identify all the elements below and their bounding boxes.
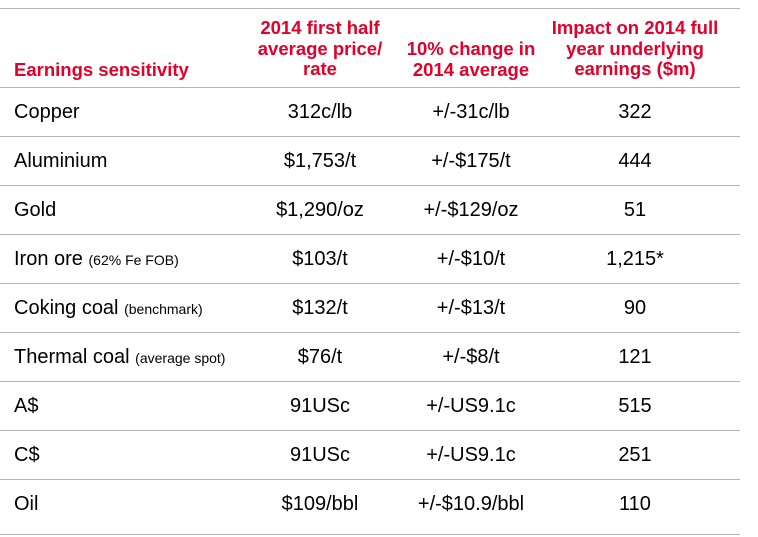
- header-impact-earnings: Impact on 2014 full year underlying earnin…: [551, 17, 719, 79]
- row-sublabel: (benchmark): [124, 301, 203, 317]
- table-row: Oil $109/bbl +/-$10.9/bbl 110: [0, 479, 740, 528]
- row-label: Aluminium: [14, 150, 108, 172]
- row-label: Coking coal (benchmark): [14, 297, 203, 319]
- row-impact: 322: [618, 101, 652, 123]
- row-sublabel: (62% Fe FOB): [88, 252, 179, 268]
- row-price: 91USc: [289, 395, 351, 417]
- table-row: A$ 91USc +/-US9.1c 515: [0, 381, 740, 430]
- row-label: A$: [14, 395, 39, 417]
- row-change: +/-US9.1c: [426, 444, 516, 466]
- row-change: +/-$129/oz: [423, 199, 519, 221]
- row-change: +/-$10/t: [436, 248, 506, 270]
- row-impact: 444: [618, 150, 652, 172]
- row-change: +/-$13/t: [436, 297, 506, 319]
- row-price: $76/t: [297, 346, 343, 368]
- row-change: +/-$175/t: [431, 150, 511, 172]
- row-label: Iron ore (62% Fe FOB): [14, 248, 179, 270]
- row-label: Thermal coal (average spot): [14, 346, 226, 368]
- row-price: 312c/lb: [287, 101, 353, 123]
- table-row: Gold $1,290/oz +/-$129/oz 51: [0, 185, 740, 234]
- row-price: $1,753/t: [283, 150, 357, 172]
- row-sublabel: (average spot): [135, 350, 226, 366]
- row-change: +/-$8/t: [442, 346, 500, 368]
- row-change: +/-$10.9/bbl: [417, 493, 525, 515]
- row-price: 91USc: [289, 444, 351, 466]
- row-impact: 515: [618, 395, 652, 417]
- row-impact: 110: [619, 493, 651, 515]
- table-row: Coking coal (benchmark) $132/t +/-$13/t …: [0, 283, 740, 332]
- top-rule: [0, 8, 740, 9]
- row-impact: 251: [618, 444, 652, 466]
- table-row: Thermal coal (average spot) $76/t +/-$8/…: [0, 332, 740, 381]
- row-price: $103/t: [292, 248, 348, 270]
- row-label: C$: [14, 444, 40, 466]
- header-first-half-price: 2014 first half average price/rate: [257, 17, 383, 79]
- table-row: Iron ore (62% Fe FOB) $103/t +/-$10/t 1,…: [0, 234, 740, 283]
- header-earnings-sensitivity: Earnings sensitivity: [14, 59, 189, 80]
- row-change: +/-31c/lb: [432, 101, 510, 123]
- header-ten-percent-change: 10% change in 2014 average: [406, 38, 536, 80]
- row-impact: 1,215*: [606, 248, 664, 270]
- row-price: $109/bbl: [281, 493, 359, 515]
- row-price: $1,290/oz: [276, 199, 364, 221]
- table-row: C$ 91USc +/-US9.1c 251: [0, 430, 740, 479]
- row-label: Copper: [14, 101, 80, 123]
- table-row: Aluminium $1,753/t +/-$175/t 444: [0, 136, 740, 185]
- row-impact: 90: [623, 297, 647, 319]
- row-change: +/-US9.1c: [426, 395, 516, 417]
- table-row: Copper 312c/lb +/-31c/lb 322: [0, 87, 740, 136]
- row-label: Oil: [14, 493, 39, 515]
- row-impact: 121: [618, 346, 652, 368]
- bottom-rule: [0, 534, 740, 535]
- row-impact: 51: [623, 199, 647, 221]
- table-header: Earnings sensitivity 2014 first half aver…: [0, 0, 740, 86]
- row-price: $132/t: [292, 297, 348, 319]
- row-label: Gold: [14, 199, 57, 221]
